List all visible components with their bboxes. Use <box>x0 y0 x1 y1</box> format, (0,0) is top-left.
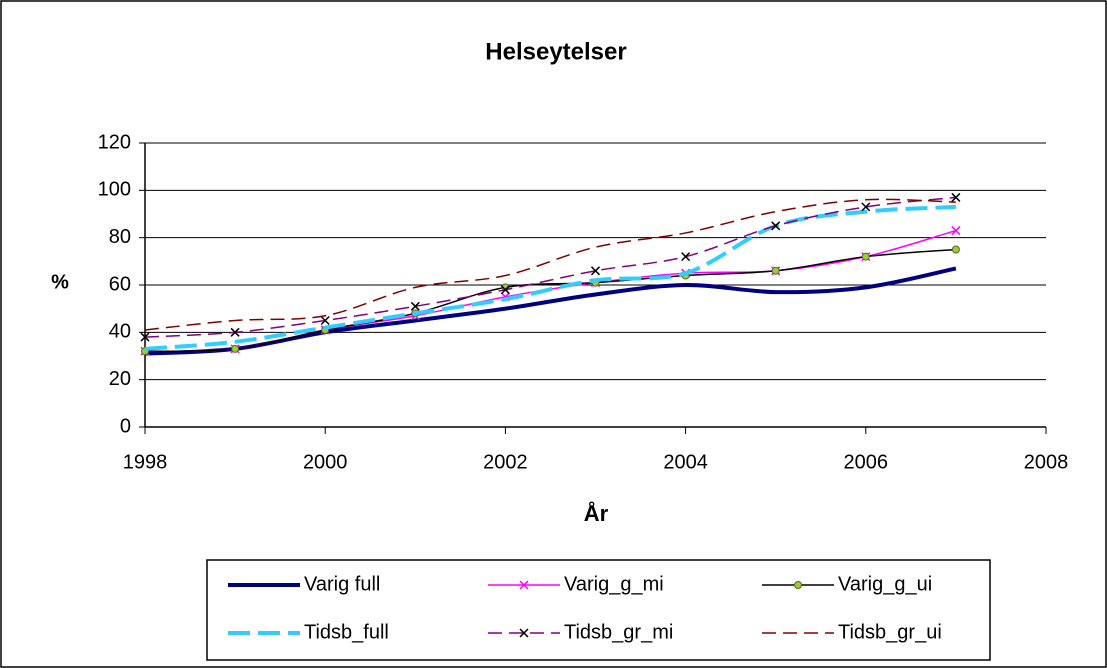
legend-label: Varig_g_mi <box>564 573 664 595</box>
point-marker <box>861 202 871 212</box>
legend-marker <box>519 628 529 638</box>
x-tick-label: 2006 <box>844 451 889 473</box>
series-line <box>144 198 956 331</box>
y-axis-label: % <box>51 271 69 293</box>
point-marker <box>681 252 691 262</box>
point-marker <box>951 245 960 254</box>
x-tick-label: 2008 <box>1024 451 1069 473</box>
point-marker <box>951 226 961 236</box>
point-marker <box>410 301 420 311</box>
point-marker <box>951 192 961 202</box>
point-marker <box>320 315 330 326</box>
point-marker <box>861 252 870 261</box>
x-tick-label: 2004 <box>663 451 708 473</box>
x-tick-label: 1998 <box>123 451 168 473</box>
x-tick-label: 2002 <box>483 451 528 473</box>
y-tick-label: 40 <box>109 321 131 343</box>
point-marker <box>771 221 781 231</box>
point-marker <box>140 332 150 342</box>
legend-label: Varig full <box>304 573 380 595</box>
point-marker <box>590 266 601 276</box>
point-marker <box>771 266 780 275</box>
legend-marker <box>519 580 529 590</box>
y-tick-label: 60 <box>109 273 131 295</box>
y-tick-label: 80 <box>109 226 131 248</box>
series-line <box>144 196 956 338</box>
x-axis-label: År <box>584 500 609 526</box>
series-line <box>144 266 957 356</box>
point-marker <box>230 327 240 337</box>
legend-marker <box>794 581 802 589</box>
legend-label: Tidsb_gr_mi <box>564 621 673 643</box>
legend-label: Tidsb_full <box>304 621 389 643</box>
point-marker <box>231 344 240 353</box>
y-tick-label: 120 <box>98 131 131 153</box>
point-marker <box>500 285 510 295</box>
y-tick-label: 100 <box>98 179 131 201</box>
y-tick-label: 20 <box>109 368 131 390</box>
series-line <box>144 204 957 351</box>
chart-title: Helseytelser <box>485 38 626 65</box>
series-line <box>144 248 956 353</box>
legend-label: Varig_g_ui <box>838 573 932 595</box>
y-tick-label: 0 <box>120 415 131 437</box>
x-tick-label: 2000 <box>303 451 348 473</box>
legend-label: Tidsb_gr_ui <box>838 621 942 643</box>
legend-box <box>206 559 991 661</box>
